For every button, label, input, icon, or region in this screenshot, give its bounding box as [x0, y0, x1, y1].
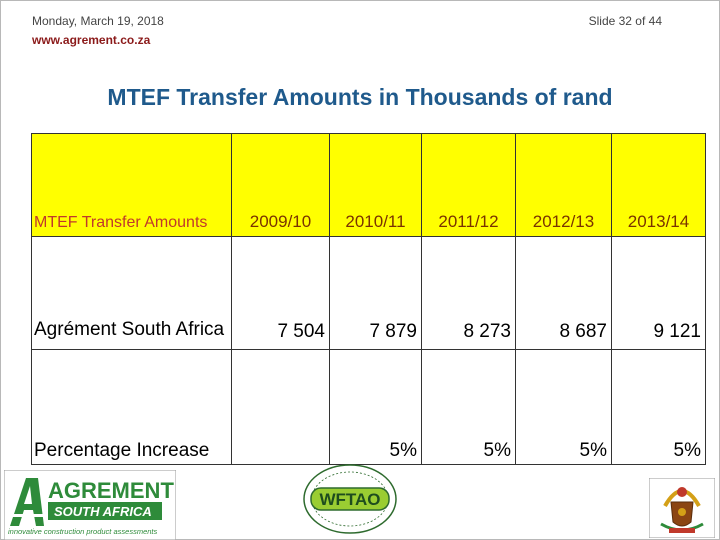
value-cell: 7 504: [231, 236, 330, 350]
value-cell: 5%: [329, 349, 422, 465]
slide-number: Slide 32 of 44: [588, 14, 662, 28]
value-cell: 5%: [611, 349, 706, 465]
table-row: Agrément South Africa 7 504 7 879 8 273 …: [31, 236, 706, 350]
value-cell: 8 687: [515, 236, 612, 350]
header-label-cell: MTEF Transfer Amounts: [31, 133, 232, 237]
year-header-cell: 2013/14: [611, 133, 706, 237]
agrement-logo: AGREMENT SOUTH AFRICA innovative constru…: [4, 470, 176, 540]
agrement-mark-icon: [8, 478, 48, 526]
wftao-logo-name: WFTAO: [319, 490, 380, 509]
value-cell: 5%: [515, 349, 612, 465]
value-cell: [231, 349, 330, 465]
slide-title: MTEF Transfer Amounts in Thousands of ra…: [107, 84, 613, 110]
table-row: Percentage Increase 5% 5% 5% 5%: [31, 349, 706, 465]
value-cell: 8 273: [421, 236, 516, 350]
website-url[interactable]: www.agrement.co.za: [32, 33, 151, 47]
slide-date: Monday, March 19, 2018: [32, 14, 164, 28]
year-header-cell: 2011/12: [421, 133, 516, 237]
row-label-cell: Percentage Increase: [31, 349, 232, 465]
coat-of-arms-icon: [649, 478, 715, 538]
agrement-logo-name: AGREMENT: [48, 478, 174, 503]
year-header-cell: 2009/10: [231, 133, 330, 237]
agrement-logo-sub: SOUTH AFRICA: [54, 504, 152, 519]
wftao-logo: WFTAO: [303, 464, 397, 534]
mtef-table: MTEF Transfer Amounts 2009/10 2010/11 20…: [31, 133, 706, 465]
value-cell: 7 879: [329, 236, 422, 350]
year-header-cell: 2012/13: [515, 133, 612, 237]
agrement-logo-tagline: innovative construction product assessme…: [8, 527, 157, 536]
value-cell: 5%: [421, 349, 516, 465]
value-cell: 9 121: [611, 236, 706, 350]
table-header-row: MTEF Transfer Amounts 2009/10 2010/11 20…: [31, 133, 706, 237]
row-label-cell: Agrément South Africa: [31, 236, 232, 350]
year-header-cell: 2010/11: [329, 133, 422, 237]
